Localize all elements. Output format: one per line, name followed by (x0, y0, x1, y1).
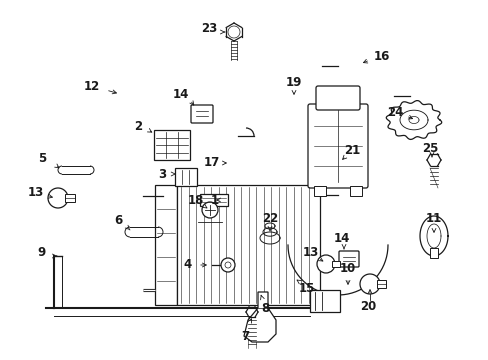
Text: 22: 22 (262, 211, 278, 225)
Text: 13: 13 (28, 185, 44, 198)
Text: 24: 24 (386, 105, 403, 118)
Bar (376, 280, 385, 288)
Bar (65, 194, 75, 202)
Text: 15: 15 (298, 282, 315, 294)
Circle shape (48, 188, 68, 208)
Text: 13: 13 (302, 246, 319, 258)
Bar (349, 186, 361, 196)
Text: 3: 3 (158, 167, 166, 180)
Text: 5: 5 (38, 152, 46, 165)
FancyBboxPatch shape (338, 251, 358, 267)
Text: 19: 19 (285, 76, 302, 89)
FancyBboxPatch shape (191, 105, 213, 123)
Bar (429, 248, 437, 258)
Circle shape (227, 26, 240, 38)
Bar (177, 185, 319, 305)
Circle shape (224, 262, 230, 268)
FancyBboxPatch shape (315, 86, 359, 110)
Text: 1: 1 (210, 194, 219, 207)
Text: 12: 12 (84, 80, 100, 93)
Bar (200, 194, 227, 206)
Text: 9: 9 (38, 246, 46, 258)
Text: 25: 25 (421, 141, 437, 154)
Text: 14: 14 (333, 231, 349, 244)
Text: 14: 14 (172, 87, 189, 100)
Text: 21: 21 (343, 144, 359, 157)
Bar (175, 168, 197, 186)
Polygon shape (244, 292, 275, 342)
Bar (155, 185, 177, 305)
Bar (331, 261, 339, 267)
Circle shape (359, 274, 379, 294)
Text: 20: 20 (359, 300, 375, 312)
Bar (154, 130, 190, 160)
Text: 18: 18 (187, 194, 204, 207)
Bar (309, 290, 339, 312)
Text: 11: 11 (425, 211, 441, 225)
FancyBboxPatch shape (307, 104, 367, 188)
Text: 7: 7 (241, 329, 248, 342)
Circle shape (202, 202, 218, 218)
Text: 8: 8 (260, 302, 268, 315)
Text: 4: 4 (183, 258, 192, 271)
Text: 17: 17 (203, 156, 220, 168)
Text: 2: 2 (134, 120, 142, 132)
Bar (313, 186, 325, 196)
Text: 10: 10 (339, 261, 355, 274)
Circle shape (221, 258, 235, 272)
Text: 16: 16 (373, 49, 389, 63)
Circle shape (316, 255, 334, 273)
Text: 23: 23 (201, 22, 217, 35)
Text: 6: 6 (114, 213, 122, 226)
